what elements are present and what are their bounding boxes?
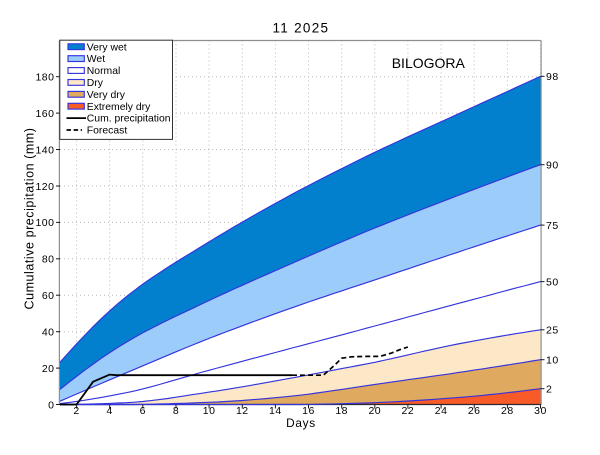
svg-text:25: 25	[546, 325, 559, 337]
svg-text:28: 28	[501, 405, 514, 417]
svg-text:Extremely dry: Extremely dry	[87, 102, 151, 113]
svg-text:2: 2	[73, 405, 79, 417]
svg-text:14: 14	[269, 405, 282, 417]
svg-text:16: 16	[302, 405, 315, 417]
svg-text:BILOGORA: BILOGORA	[392, 55, 466, 71]
svg-text:11 2025: 11 2025	[272, 21, 329, 36]
svg-text:20: 20	[42, 363, 55, 375]
svg-text:120: 120	[35, 181, 54, 193]
svg-text:60: 60	[42, 290, 55, 302]
svg-text:20: 20	[368, 405, 381, 417]
svg-text:50: 50	[546, 276, 559, 288]
svg-text:Forecast: Forecast	[87, 126, 128, 137]
svg-text:6: 6	[140, 405, 146, 417]
svg-text:90: 90	[546, 160, 559, 172]
svg-text:0: 0	[48, 399, 54, 411]
svg-text:24: 24	[435, 405, 448, 417]
svg-text:Cumulative precipitation (mm): Cumulative precipitation (mm)	[23, 128, 37, 310]
svg-text:180: 180	[35, 72, 54, 84]
svg-text:30: 30	[534, 405, 547, 417]
svg-text:100: 100	[35, 217, 54, 229]
svg-text:2: 2	[546, 384, 552, 396]
svg-text:Normal: Normal	[87, 66, 121, 77]
svg-text:10: 10	[203, 405, 216, 417]
svg-text:Cum. precipitation: Cum. precipitation	[87, 114, 171, 125]
svg-text:4: 4	[107, 405, 113, 417]
svg-text:18: 18	[335, 405, 348, 417]
svg-text:140: 140	[35, 144, 54, 156]
svg-text:Very dry: Very dry	[87, 90, 126, 101]
svg-text:12: 12	[236, 405, 249, 417]
svg-text:Very wet: Very wet	[87, 42, 127, 53]
svg-text:10: 10	[546, 355, 559, 367]
svg-text:98: 98	[546, 71, 559, 83]
svg-text:8: 8	[173, 405, 179, 417]
svg-text:Dry: Dry	[87, 78, 104, 89]
svg-text:Days: Days	[286, 416, 316, 430]
svg-text:40: 40	[42, 327, 55, 339]
svg-text:26: 26	[468, 405, 481, 417]
svg-text:80: 80	[42, 254, 55, 266]
svg-text:22: 22	[402, 405, 415, 417]
svg-text:160: 160	[35, 108, 54, 120]
svg-text:Wet: Wet	[87, 54, 105, 65]
svg-text:75: 75	[546, 220, 559, 232]
